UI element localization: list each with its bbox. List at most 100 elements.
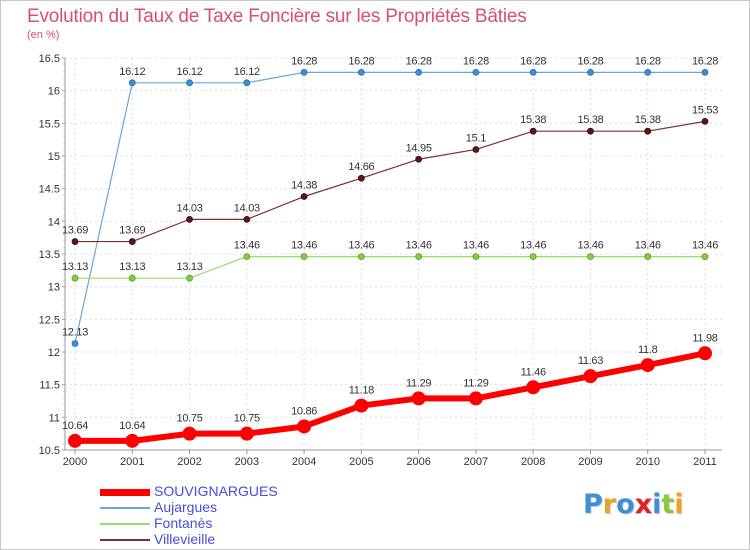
series-line-villevieille [75, 120, 706, 243]
data-point [529, 127, 537, 135]
x-tick-label: 2008 [521, 456, 545, 468]
data-point [529, 253, 537, 261]
data-point [182, 426, 197, 441]
data-point [415, 68, 423, 76]
logo-letter: P [583, 489, 603, 520]
data-label: 15.38 [577, 114, 603, 126]
data-label: 16.28 [348, 55, 374, 67]
data-label: 15.38 [520, 114, 546, 126]
logo-letter: i [674, 489, 684, 520]
x-tick-label: 2009 [578, 456, 602, 468]
data-point [415, 253, 423, 261]
chart-unit-label: (en %) [27, 29, 60, 41]
data-point [186, 79, 193, 87]
data-label: 13.46 [520, 240, 546, 252]
legend-item: Fontanès [100, 515, 360, 532]
legend-swatch [100, 523, 150, 525]
data-label: 15.1 [466, 132, 486, 144]
plot-area [65, 58, 722, 450]
data-point [698, 346, 712, 361]
legend-swatch [100, 539, 150, 541]
x-tick-label: 2005 [349, 456, 373, 468]
data-point [128, 79, 136, 87]
data-point [357, 174, 365, 182]
proxiti-logo: Proxiti [583, 489, 684, 520]
data-point [128, 238, 136, 245]
y-tick-label: 14.5 [39, 184, 60, 196]
data-label: 13.13 [62, 261, 88, 273]
data-point [300, 193, 308, 200]
y-tick-label: 15.5 [39, 118, 60, 130]
legend-swatch [100, 488, 150, 496]
data-label: 10.75 [234, 413, 260, 425]
data-label: 11.29 [406, 377, 431, 389]
data-point [186, 274, 193, 282]
series-line-souvignargues [75, 350, 706, 444]
data-point [297, 419, 312, 434]
logo-letter: x [634, 489, 653, 520]
data-label: 14.66 [348, 161, 374, 173]
x-tick-label: 2002 [177, 456, 201, 468]
data-point [526, 380, 541, 395]
y-tick-label: 10.5 [39, 445, 60, 457]
data-label: 10.86 [291, 405, 317, 417]
data-label: 11.46 [521, 366, 546, 378]
data-label: 14.38 [291, 180, 317, 192]
data-point [472, 68, 480, 76]
y-tick-label: 13.5 [39, 249, 60, 261]
data-label: 16.28 [635, 55, 661, 67]
data-point [472, 253, 480, 261]
data-label: 13.46 [692, 240, 718, 252]
y-tick-label: 13 [48, 282, 60, 294]
data-label: 14.03 [177, 202, 203, 214]
data-label: 13.46 [463, 240, 489, 252]
data-point [239, 426, 254, 441]
logo-letter: t [661, 489, 675, 520]
data-label: 13.69 [119, 225, 145, 237]
series-line-aujargues [74, 71, 705, 344]
legend-item: SOUVIGNARGUES [100, 483, 360, 500]
data-point [644, 253, 652, 261]
data-point [587, 253, 594, 261]
data-label: 11.63 [578, 355, 603, 367]
data-label: 16.28 [520, 55, 546, 67]
data-label: 16.12 [234, 66, 260, 78]
data-point [415, 155, 423, 163]
y-tick-label: 16.5 [39, 53, 60, 65]
data-label: 16.28 [406, 55, 432, 67]
legend-item: Aujargues [100, 499, 360, 516]
logo-letter: o [616, 489, 635, 520]
data-point [71, 238, 79, 245]
data-point [472, 146, 480, 153]
data-label: 11.29 [463, 377, 488, 389]
data-point [587, 127, 594, 135]
data-point [644, 68, 652, 76]
data-point [357, 253, 365, 261]
x-tick-label: 2007 [464, 456, 488, 468]
data-point [243, 253, 251, 261]
data-label: 10.64 [119, 420, 145, 432]
data-label: 10.75 [177, 413, 203, 425]
x-tick-label: 2003 [235, 456, 259, 468]
legend-swatch [100, 507, 150, 509]
series-line-fontanès [75, 256, 705, 279]
data-point [68, 433, 82, 448]
x-tick-label: 2004 [292, 456, 316, 468]
data-point [701, 117, 709, 125]
data-label: 10.64 [62, 420, 88, 432]
x-tick-label: 2010 [635, 456, 659, 468]
legend-label: Villevieille [154, 531, 216, 547]
logo-letter: r [602, 489, 617, 520]
data-label: 16.28 [692, 55, 718, 67]
data-label: 11.98 [692, 332, 717, 344]
data-label: 13.46 [406, 240, 432, 252]
data-point [529, 68, 537, 76]
data-label: 16.12 [119, 66, 145, 78]
data-label: 15.53 [692, 104, 718, 116]
data-point [701, 253, 709, 261]
data-label: 13.46 [635, 240, 661, 252]
data-label: 16.28 [577, 55, 603, 67]
data-point [300, 68, 308, 76]
data-point [71, 274, 79, 282]
data-label: 14.95 [406, 142, 432, 154]
